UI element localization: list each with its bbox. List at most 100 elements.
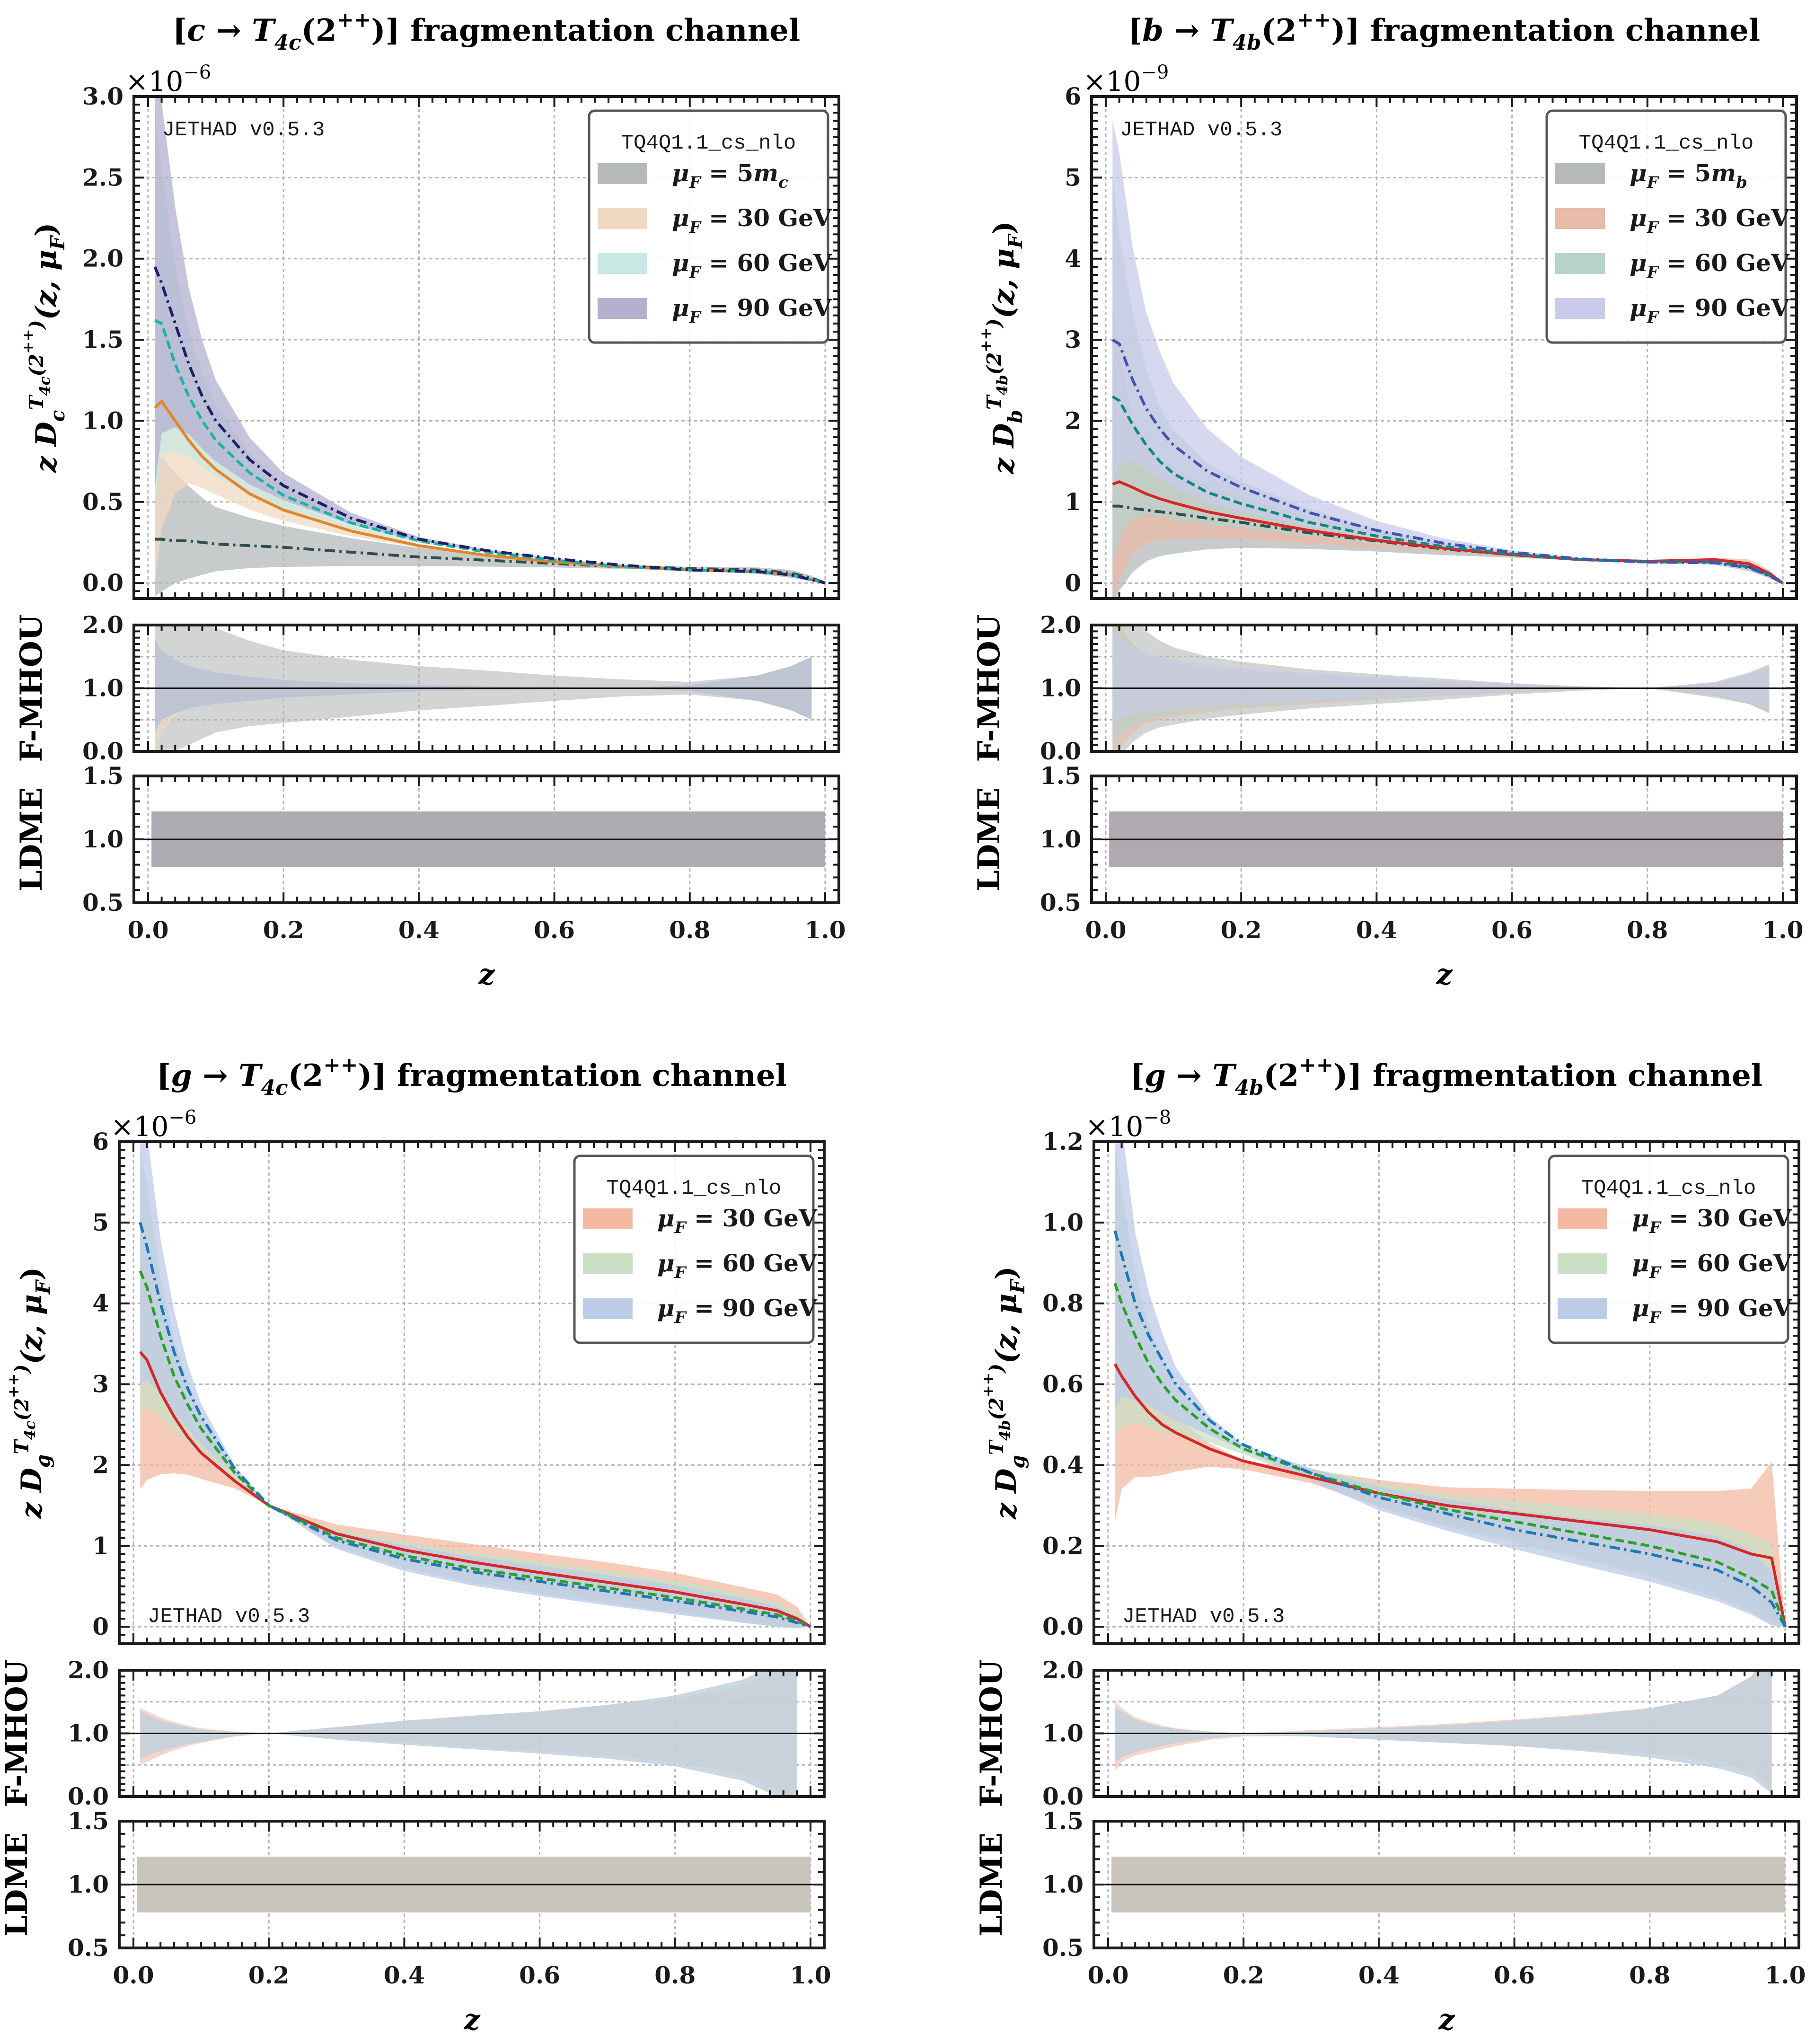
legend-value: = 30 GeV (701, 204, 832, 232)
text-part: 4c (274, 31, 301, 55)
y-tick-label: 1.0 (1042, 1208, 1084, 1236)
legend-swatch (1558, 1298, 1607, 1319)
legend-symbol: μ (1632, 1294, 1649, 1322)
text-part: z (987, 448, 1021, 475)
text-part: )] fragmentation channel (1333, 1058, 1762, 1093)
text-part: → (1166, 1058, 1212, 1093)
text-part: ++ (1299, 1053, 1333, 1077)
text-part: )] fragmentation channel (371, 13, 800, 48)
text-part: c (187, 13, 205, 48)
axes-frame (118, 1669, 826, 1798)
y-tick-label: 3 (92, 1370, 109, 1398)
central-line-1 (1113, 1283, 1787, 1628)
central-line-1 (139, 1270, 811, 1628)
text-part: (z, μ (987, 248, 1021, 318)
y-axis-label: z DgT4c(2++)(z, μF) (5, 1267, 54, 1519)
text-part: 4c (261, 1076, 288, 1100)
text-part: 4c (22, 1421, 39, 1440)
multiplier-base: ×10 (1083, 65, 1141, 97)
legend-title: TQ4Q1.1_cs_nlo (607, 1177, 782, 1200)
text-part: (2 (1261, 13, 1297, 48)
x-tick-label: 0.8 (1627, 916, 1668, 944)
x-tick-label: 0.2 (248, 1961, 290, 1989)
ldme-y-tick-label: 1.5 (1040, 762, 1081, 790)
axes-frame (132, 624, 840, 753)
legend-symbol: μ (1630, 249, 1647, 277)
jethad-version-label: JETHAD v0.5.3 (1122, 1605, 1285, 1629)
axes-frame (1090, 624, 1798, 753)
legend-entry: μF = 30 GeV (1632, 1204, 1792, 1237)
text-part: 4c (36, 376, 53, 396)
legend-title: TQ4Q1.1_cs_nlo (621, 132, 796, 155)
legend-mass-symbol: m (753, 159, 778, 187)
text-part: (2 (301, 13, 337, 48)
legend-symbol: μ (1630, 159, 1647, 187)
legend-entry: μF = 30 GeV (657, 1204, 818, 1237)
jethad-version-label: JETHAD v0.5.3 (148, 1605, 310, 1629)
ratio-y-tick-label: 0.0 (82, 737, 123, 765)
ratio-y-tick-label: 1.0 (82, 674, 123, 702)
legend-symbol-sub: F (1649, 1263, 1662, 1282)
text-part: [ (173, 13, 187, 48)
text-part: z (30, 446, 63, 473)
ldme-y-tick-label: 1.5 (82, 762, 123, 790)
text-part: (2 (10, 1398, 33, 1421)
panel-title: [c → T4c(2++)] fragmentation channel (173, 8, 800, 55)
central-line-2 (1111, 395, 1784, 584)
ratio-band-3 (1112, 631, 1770, 726)
y-tick-label: 0.0 (82, 569, 123, 597)
legend-symbol-sub: F (674, 1218, 687, 1237)
main-plot (153, 97, 826, 596)
legend-value: = 30 GeV (1658, 204, 1790, 232)
text-part: ) (990, 1266, 1023, 1279)
axes-frame (1093, 1140, 1800, 1645)
y-axis-label: z DgT4b(2++)(z, μF) (980, 1266, 1029, 1519)
multiplier-base: ×10 (125, 65, 183, 97)
legend-symbol: μ (657, 1294, 675, 1322)
y-axis-label: z DcT4c(2++)(z, μF) (20, 223, 69, 473)
ratio-y-tick-label: 0.0 (1042, 1782, 1084, 1810)
legend-swatch (598, 163, 647, 184)
ratio-y-tick-label: 2.0 (1042, 1656, 1084, 1684)
legend-symbol: μ (1632, 1249, 1649, 1277)
y-tick-label: 1.0 (82, 406, 123, 434)
multiplier-exponent: −9 (1141, 62, 1169, 83)
y-tick-label: 2 (1065, 407, 1081, 435)
y-tick-label: 4 (92, 1289, 109, 1317)
text-part: b (1142, 13, 1163, 48)
legend-mass-sub: c (778, 173, 788, 192)
legend-value: = 30 GeV (686, 1204, 818, 1232)
text-part: ++ (978, 327, 995, 352)
x-tick-label: 0.8 (654, 1961, 696, 1989)
legend-symbol: μ (672, 294, 689, 322)
ldme-y-axis-label: LDME (14, 787, 49, 891)
x-axis-label: z (478, 958, 495, 991)
axes-frame (1093, 1669, 1800, 1798)
ldme-y-tick-label: 0.5 (68, 1934, 109, 1962)
axes-frame (1090, 95, 1798, 600)
legend-entry: μF = 90 GeV (657, 1294, 818, 1327)
legend-entry: μF = 60 GeV (1632, 1249, 1792, 1282)
y-tick-label: 0.0 (1042, 1612, 1084, 1640)
legend-entry: μF = 30 GeV (1630, 204, 1790, 237)
text-part: (z, μ (15, 1294, 48, 1364)
text-part: T (238, 1058, 263, 1093)
ldme-y-axis-label: LDME (0, 1833, 35, 1937)
legend-entry: μF = 60 GeV (1630, 249, 1790, 282)
legend-entry: μF = 5mc (672, 159, 788, 192)
y-tick-label: 1 (1065, 488, 1081, 516)
central-line-2 (139, 1222, 811, 1628)
text-part: (z, μ (30, 250, 63, 320)
text-part: 4b (1233, 31, 1261, 55)
multiplier-exponent: −8 (1143, 1107, 1171, 1128)
y-tick-label: 5 (1065, 163, 1081, 191)
legend-swatch (1558, 1253, 1607, 1274)
x-tick-label: 1.0 (805, 916, 846, 944)
legend-entry: μF = 60 GeV (657, 1249, 818, 1282)
x-tick-label: 0.2 (263, 916, 304, 944)
panel-2: [g → T4c(2++)] fragmentation channel0123… (0, 1053, 831, 2036)
y-axis-label: z DbT4b(2++)(z, μF) (978, 221, 1027, 474)
